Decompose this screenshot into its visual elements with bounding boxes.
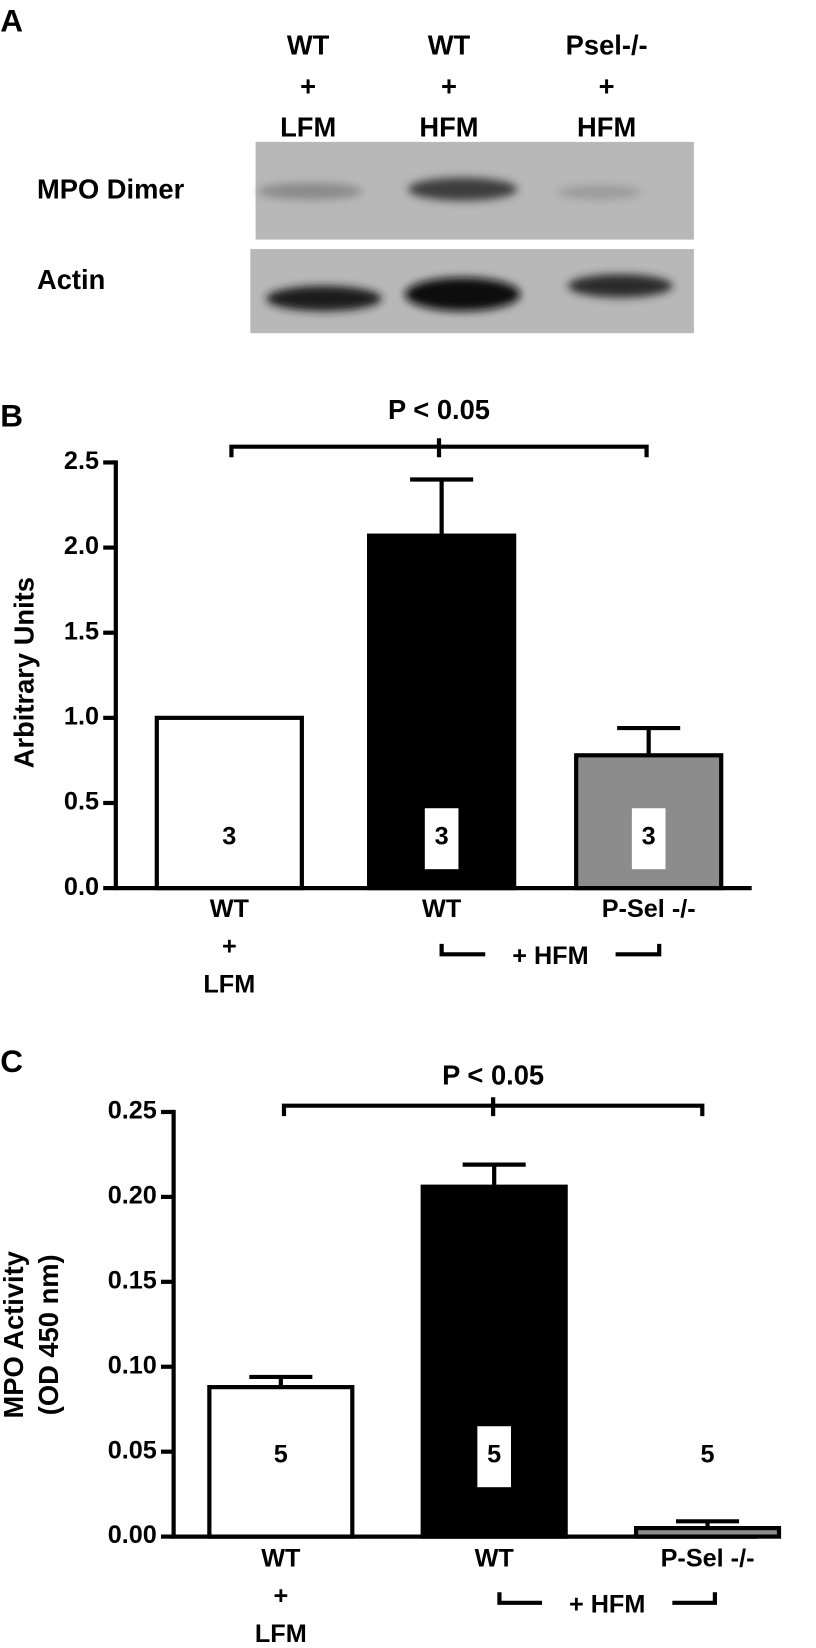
x-tick-label: WT	[261, 1544, 301, 1572]
group-bracket	[497, 1592, 717, 1605]
y-tick-label: 0.05	[108, 1436, 157, 1464]
lane-label: +	[599, 71, 615, 102]
y-axis-label: (OD 450 nm)	[33, 1254, 64, 1415]
x-tick-label: WT	[422, 895, 462, 923]
group-bracket	[439, 943, 662, 957]
y-tick-label: 0.15	[108, 1266, 157, 1294]
blot-row-label: MPO Dimer	[37, 174, 185, 205]
panel-label: B	[0, 398, 23, 434]
n-label: 5	[274, 1440, 288, 1468]
y-axis-label: MPO Activity	[0, 1250, 29, 1418]
lane-label: HFM	[577, 111, 636, 142]
lane-label: HFM	[419, 111, 478, 142]
lane-label: WT	[287, 30, 330, 61]
n-label-box	[424, 808, 459, 870]
y-tick-label: 2.5	[64, 447, 99, 475]
lane-label: Psel-/-	[566, 30, 648, 61]
y-tick-label: 1.0	[64, 703, 99, 731]
group-label: + HFM	[569, 1591, 645, 1619]
y-tick-label: 0.00	[108, 1521, 157, 1549]
y-tick-label: 0.25	[108, 1097, 157, 1125]
n-label-box	[631, 808, 666, 870]
group-label: + HFM	[512, 942, 588, 970]
panel-label: A	[0, 2, 23, 38]
x-tick-label: P-Sel -/-	[661, 1544, 755, 1572]
x-tick-label: WT	[475, 1544, 515, 1572]
n-label-box	[477, 1426, 511, 1488]
y-tick-label: 0.20	[108, 1182, 157, 1210]
panel-label: C	[0, 1043, 23, 1079]
y-tick-label: 1.5	[64, 617, 99, 645]
bar	[154, 715, 304, 891]
x-tick-label: WT	[210, 895, 250, 923]
n-label: 5	[701, 1440, 715, 1468]
blot-row-label: Actin	[37, 264, 105, 295]
x-tick-label: LFM	[203, 971, 255, 999]
bar	[633, 1525, 782, 1539]
y-tick-label: 0.10	[108, 1351, 157, 1379]
lane-label: LFM	[280, 111, 336, 142]
x-tick-label: P-Sel -/-	[602, 895, 696, 923]
n-label: 5	[487, 1440, 501, 1468]
x-tick-label: +	[273, 1582, 288, 1610]
y-tick-label: 0.5	[64, 788, 99, 816]
y-tick-label: 2.0	[64, 532, 99, 560]
y-tick-label: 0.0	[64, 873, 99, 901]
lane-label: WT	[428, 30, 471, 61]
significance-label: P < 0.05	[388, 394, 490, 425]
bar	[207, 1385, 355, 1539]
n-label: 3	[642, 822, 656, 850]
y-axis-label: Arbitrary Units	[9, 577, 40, 768]
significance-bracket	[229, 438, 649, 458]
x-tick-label: +	[222, 933, 237, 961]
significance-bracket	[281, 1097, 705, 1117]
lane-label: +	[441, 71, 457, 102]
n-label: 3	[435, 822, 449, 850]
lane-label: +	[300, 71, 316, 102]
blot-bands	[257, 177, 673, 312]
x-tick-label: LFM	[255, 1620, 307, 1648]
n-label: 3	[222, 822, 236, 850]
significance-label: P < 0.05	[442, 1060, 544, 1091]
